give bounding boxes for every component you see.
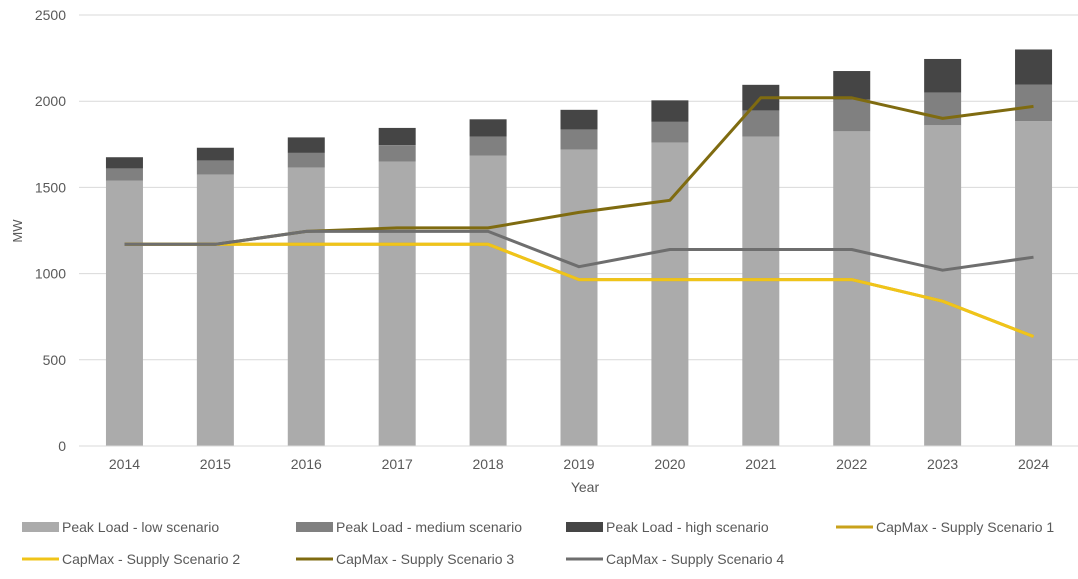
legend-swatch (566, 522, 603, 532)
bar-peak-load-low-scenario (924, 125, 962, 446)
axes: 0 500 1000 1500 2000 2500 2014 2015 2016 2017 2018… (35, 7, 1078, 472)
legend-label: CapMax - Supply Scenario 1 (876, 519, 1054, 535)
bar-peak-load-medium-scenario (560, 129, 598, 150)
bar-peak-load-high-scenario (378, 127, 416, 146)
bar-peak-load-medium-scenario (378, 145, 416, 162)
x-tick-label: 2019 (563, 456, 594, 472)
bar-peak-load-low-scenario (560, 149, 598, 447)
bar-peak-load-high-scenario (924, 58, 962, 93)
legend-swatch (296, 522, 333, 532)
bar-peak-load-medium-scenario (1015, 84, 1053, 122)
line-capmax-supply-scenario-4 (124, 229, 1034, 272)
bar-peak-load-high-scenario (469, 119, 507, 137)
bar-peak-load-low-scenario (469, 155, 507, 447)
x-tick-label: 2020 (654, 456, 685, 472)
bar-peak-load-medium-scenario (287, 152, 325, 168)
legend-label: Peak Load - high scenario (606, 519, 769, 535)
bar-peak-load-high-scenario (196, 147, 234, 161)
x-tick-label: 2017 (382, 456, 413, 472)
legend-label: CapMax - Supply Scenario 4 (606, 551, 784, 567)
bar-peak-load-medium-scenario (742, 110, 780, 137)
legend-item: Peak Load - high scenario (566, 519, 769, 535)
bar-peak-load-low-scenario (1015, 121, 1053, 446)
x-tick-label: 2023 (927, 456, 958, 472)
bar-peak-load-low-scenario (287, 167, 325, 446)
legend-label: CapMax - Supply Scenario 3 (336, 551, 514, 567)
bar-peak-load-low-scenario (378, 161, 416, 447)
line-capmax-supply-scenario-2 (124, 242, 1035, 338)
bar-peak-load-medium-scenario (833, 99, 871, 132)
legend-item: Peak Load - low scenario (22, 519, 219, 535)
bar-peak-load-medium-scenario (469, 136, 507, 156)
bar-peak-load-high-scenario (560, 109, 598, 130)
legend-swatch (22, 522, 59, 532)
y-tick-label: 2500 (35, 7, 66, 23)
legend-label: Peak Load - low scenario (62, 519, 219, 535)
bar-peak-load-low-scenario (742, 136, 780, 447)
legend-item: CapMax - Supply Scenario 3 (296, 551, 514, 567)
x-tick-label: 2024 (1018, 456, 1049, 472)
bar-peak-load-low-scenario (105, 180, 143, 446)
legend-label: CapMax - Supply Scenario 2 (62, 551, 240, 567)
legend-item: Peak Load - medium scenario (296, 519, 522, 535)
legend-item: CapMax - Supply Scenario 4 (566, 551, 784, 567)
x-tick-label: 2018 (473, 456, 504, 472)
x-tick-label: 2016 (291, 456, 322, 472)
bar-peak-load-high-scenario (287, 137, 325, 153)
legend-item: CapMax - Supply Scenario 1 (836, 519, 1054, 535)
bar-peak-load-high-scenario (1015, 49, 1053, 85)
x-axis-label: Year (571, 479, 600, 495)
y-tick-label: 2000 (35, 93, 66, 109)
y-tick-label: 500 (43, 352, 67, 368)
bars (105, 49, 1053, 447)
bar-peak-load-low-scenario (196, 174, 234, 446)
y-axis-label: MW (10, 219, 25, 243)
bar-peak-load-high-scenario (833, 71, 871, 100)
bar-peak-load-medium-scenario (924, 92, 962, 126)
bar-peak-load-high-scenario (105, 157, 143, 169)
y-tick-label: 1500 (35, 179, 66, 195)
bar-peak-load-high-scenario (651, 100, 689, 122)
legend-label: Peak Load - medium scenario (336, 519, 522, 535)
bar-peak-load-medium-scenario (651, 121, 689, 143)
legend: Peak Load - low scenario Peak Load - medi… (22, 519, 1054, 567)
x-tick-label: 2015 (200, 456, 231, 472)
bar-peak-load-medium-scenario (196, 160, 234, 175)
series-lines (124, 96, 1035, 338)
y-tick-label: 1000 (35, 266, 66, 282)
bar-peak-load-low-scenario (833, 131, 871, 446)
bar-peak-load-medium-scenario (105, 168, 143, 181)
y-tick-label: 0 (58, 438, 66, 454)
x-tick-label: 2014 (109, 456, 140, 472)
x-tick-label: 2022 (836, 456, 867, 472)
x-tick-label: 2021 (745, 456, 776, 472)
legend-item: CapMax - Supply Scenario 2 (22, 551, 240, 567)
bar-peak-load-low-scenario (651, 142, 689, 447)
